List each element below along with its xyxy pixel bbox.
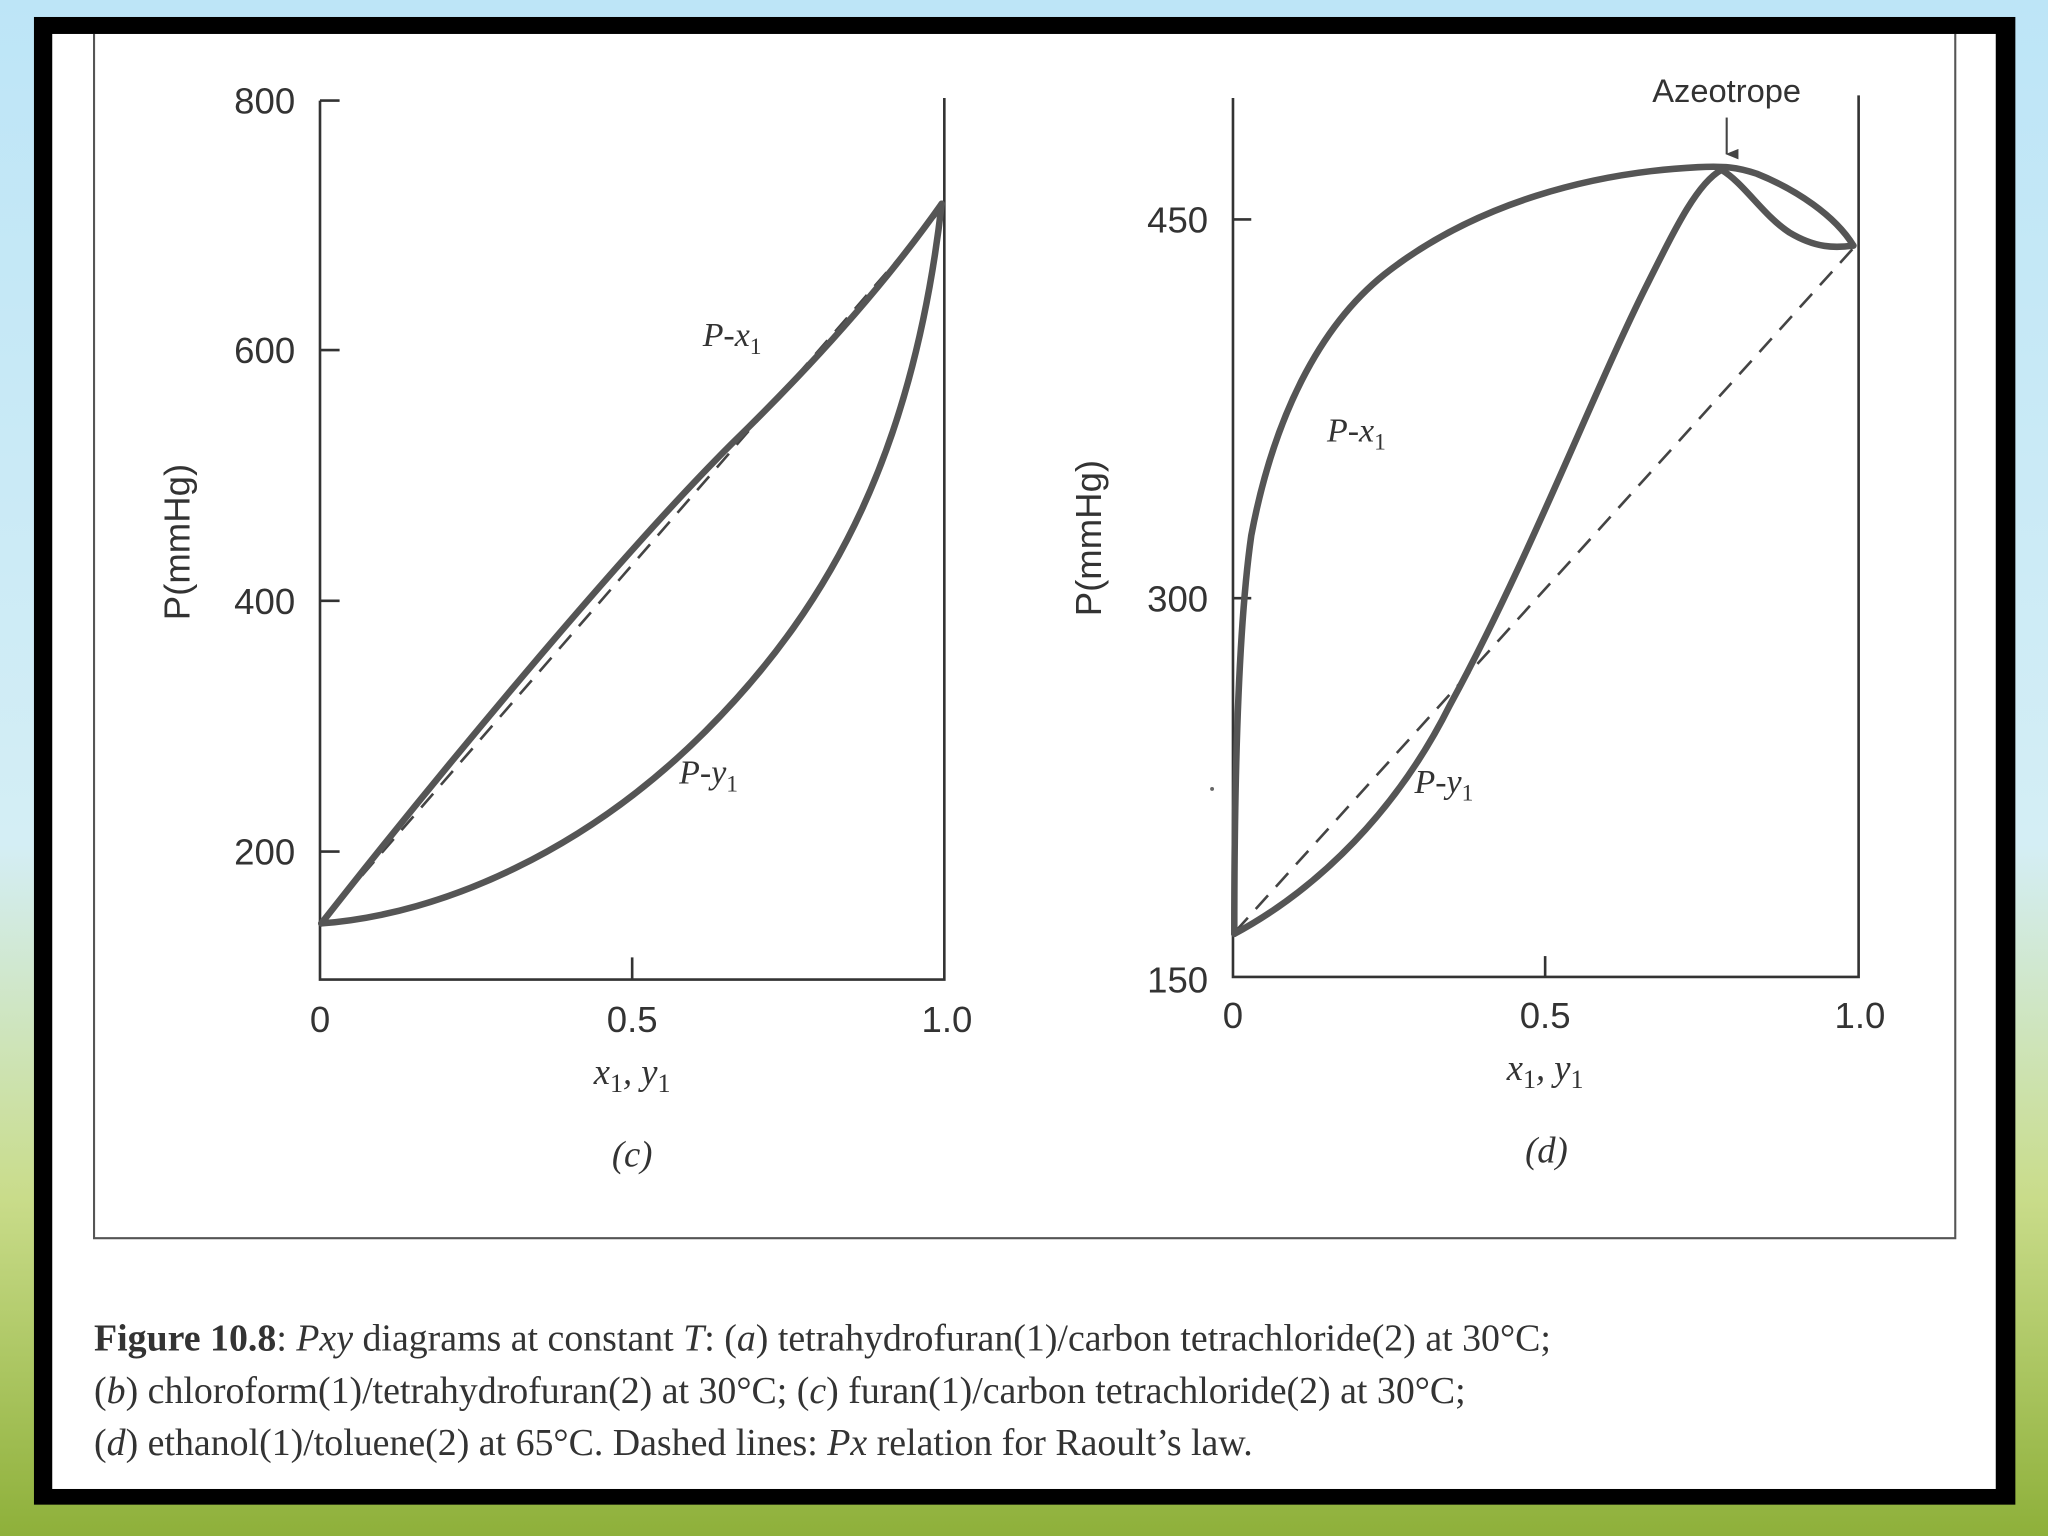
caption-line-3: (d) ethanol(1)/toluene(2) at 65°C. Dashe…	[94, 1422, 1253, 1464]
chart-c-py-label: P-y1	[678, 755, 738, 798]
chart-c-ytick-800: 800	[234, 81, 295, 122]
stray-dot	[1210, 786, 1215, 791]
chart-d-py-label: P-y1	[1414, 764, 1474, 807]
slide-page	[52, 33, 1996, 1489]
chart-d-ytick-450: 450	[1147, 199, 1208, 240]
chart-d: 450 300 150 0 0.5 1.0 P(mmHg) x1, y1 (d)…	[1068, 72, 1885, 1171]
chart-d-px-label: P-x1	[1326, 412, 1386, 455]
chart-d-ytick-150: 150	[1147, 960, 1208, 1001]
chart-d-ytick-300: 300	[1147, 578, 1208, 619]
chart-c-xtick-10: 1.0	[922, 999, 973, 1040]
chart-d-panel-label: (d)	[1525, 1129, 1568, 1170]
chart-c-panel-label: (c)	[612, 1133, 653, 1174]
chart-d-xtick-10: 1.0	[1835, 995, 1886, 1036]
caption-line-1: Figure 10.8: Pxy diagrams at constant T:…	[94, 1318, 1551, 1360]
chart-d-ylabel: P(mmHg)	[1068, 460, 1109, 616]
chart-c-xlabel: x1, y1	[593, 1051, 671, 1098]
figure-box	[92, 33, 1957, 1240]
chart-c-px-label: P-x1	[702, 317, 762, 360]
chart-c-xtick-05: 0.5	[607, 999, 658, 1040]
chart-c-raoult-line	[321, 208, 943, 922]
caption-line-2: (b) chloroform(1)/tetrahydrofuran(2) at …	[94, 1370, 1466, 1412]
figure-caption: Figure 10.8: Pxy diagrams at constant T:…	[94, 1318, 1551, 1464]
chart-c-ytick-600: 600	[234, 330, 295, 371]
chart-c-xtick-0: 0	[310, 999, 330, 1040]
chart-d-xtick-05: 0.5	[1520, 995, 1571, 1036]
chart-c-px-curve	[318, 200, 945, 927]
chart-c-y-ticks	[320, 99, 340, 853]
chart-c-ylabel: P(mmHg)	[156, 464, 197, 620]
chart-d-px-curve	[1231, 163, 1857, 938]
chart-c-ytick-200: 200	[234, 832, 295, 873]
chart-c-py-curve	[318, 200, 945, 927]
chart-c-ytick-400: 400	[234, 581, 295, 622]
chart-d-raoult-line	[1234, 247, 1855, 933]
azeotrope-label: Azeotrope	[1652, 72, 1801, 109]
chart-c: 800 600 400 200 0 0.5 1.0 P(mmHg) x1, y1…	[156, 81, 972, 1175]
chart-d-xlabel: x1, y1	[1506, 1047, 1584, 1094]
chart-d-xtick-0: 0	[1223, 995, 1243, 1036]
chart-d-py-curve	[1231, 166, 1857, 938]
